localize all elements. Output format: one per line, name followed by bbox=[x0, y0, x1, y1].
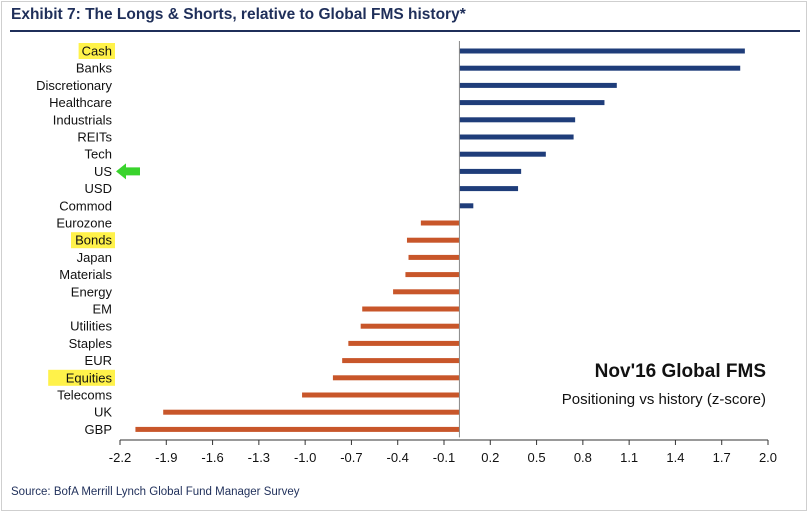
x-tick-label: -1.6 bbox=[201, 450, 223, 465]
bar-staples bbox=[348, 340, 460, 346]
category-labels: Cash Banks Discretionary Healthcare Industri… bbox=[36, 44, 112, 437]
category-label-healthcare: Healthcare bbox=[49, 95, 112, 110]
bar-gbp bbox=[135, 426, 460, 432]
bar-telecoms bbox=[302, 392, 460, 398]
bar-eurozone bbox=[420, 220, 460, 226]
x-tick-label: 0.8 bbox=[574, 450, 592, 465]
category-label-banks: Banks bbox=[76, 61, 113, 76]
title-rule bbox=[10, 30, 800, 32]
category-label-tech: Tech bbox=[85, 147, 112, 162]
bar-banks bbox=[459, 65, 741, 71]
category-label-uk: UK bbox=[94, 405, 112, 420]
category-label-em: EM bbox=[93, 302, 113, 317]
x-tick-label: -2.2 bbox=[109, 450, 131, 465]
category-highlights bbox=[48, 43, 116, 386]
category-label-utilities: Utilities bbox=[70, 319, 112, 334]
x-axis: -2.2 -1.9 -1.6 -1.3 -1.0 -0.7 -0.4 -0.1 0.2 0.5 0.… bbox=[109, 41, 777, 465]
bar-bonds bbox=[406, 237, 460, 243]
bar-materials bbox=[405, 272, 460, 278]
bar-equities bbox=[332, 375, 460, 381]
green-arrow-icon bbox=[116, 163, 140, 180]
arrow-marker bbox=[116, 163, 140, 180]
category-label-gbp: GBP bbox=[85, 422, 112, 437]
bar-usd bbox=[459, 186, 519, 192]
bar-reits bbox=[459, 134, 574, 140]
category-label-eurozone: Eurozone bbox=[56, 216, 112, 231]
highlight-equities bbox=[48, 369, 116, 386]
bars bbox=[135, 48, 745, 432]
x-tick-label: 0.5 bbox=[528, 450, 546, 465]
highlight-cash bbox=[78, 43, 115, 59]
x-tick-label: -0.7 bbox=[340, 450, 362, 465]
x-tick-label: -1.0 bbox=[294, 450, 316, 465]
category-label-japan: Japan bbox=[77, 250, 112, 265]
bar-cash bbox=[459, 48, 745, 54]
x-tick-label: -0.4 bbox=[387, 450, 409, 465]
category-label-eur: EUR bbox=[85, 353, 112, 368]
category-label-energy: Energy bbox=[71, 284, 113, 299]
x-tick-label: -1.9 bbox=[155, 450, 177, 465]
category-label-commod: Commod bbox=[59, 198, 112, 213]
category-label-industrials: Industrials bbox=[53, 112, 113, 127]
category-label-discretionary: Discretionary bbox=[36, 78, 112, 93]
x-tick-label: -0.1 bbox=[433, 450, 455, 465]
x-tick-label: 1.4 bbox=[666, 450, 684, 465]
bar-discretionary bbox=[459, 82, 617, 88]
category-label-reits: REITs bbox=[77, 130, 112, 145]
bar-utilities bbox=[360, 323, 460, 329]
category-label-us: US bbox=[94, 164, 112, 179]
category-label-cash: Cash bbox=[82, 44, 112, 59]
bar-japan bbox=[408, 254, 460, 260]
x-tick-label: 0.2 bbox=[481, 450, 499, 465]
category-label-materials: Materials bbox=[59, 267, 112, 282]
bar-tech bbox=[459, 151, 546, 157]
bar-eur bbox=[342, 358, 460, 364]
chart-title: Exhibit 7: The Longs & Shorts, relative … bbox=[11, 6, 466, 23]
x-tick-label: 2.0 bbox=[759, 450, 777, 465]
bar-uk bbox=[163, 409, 460, 415]
bar-commod bbox=[459, 203, 474, 209]
category-label-staples: Staples bbox=[69, 336, 113, 351]
bar-em bbox=[362, 306, 460, 312]
x-tick-label: -1.3 bbox=[248, 450, 270, 465]
x-tick-label: 1.1 bbox=[620, 450, 638, 465]
x-tick-label: 1.7 bbox=[713, 450, 731, 465]
category-label-equities: Equities bbox=[66, 370, 113, 385]
bar-industrials bbox=[459, 117, 576, 123]
source-note: Source: BofA Merrill Lynch Global Fund M… bbox=[11, 486, 300, 498]
annotation-subtitle: Positioning vs history (z-score) bbox=[562, 391, 766, 408]
category-label-bonds: Bonds bbox=[75, 233, 112, 248]
category-label-usd: USD bbox=[85, 181, 112, 196]
annotation-title: Nov'16 Global FMS bbox=[595, 361, 766, 382]
bar-us bbox=[459, 168, 522, 174]
bar-energy bbox=[393, 289, 460, 295]
highlight-bonds bbox=[71, 232, 115, 249]
category-label-telecoms: Telecoms bbox=[57, 388, 112, 403]
bar-healthcare bbox=[459, 100, 605, 106]
